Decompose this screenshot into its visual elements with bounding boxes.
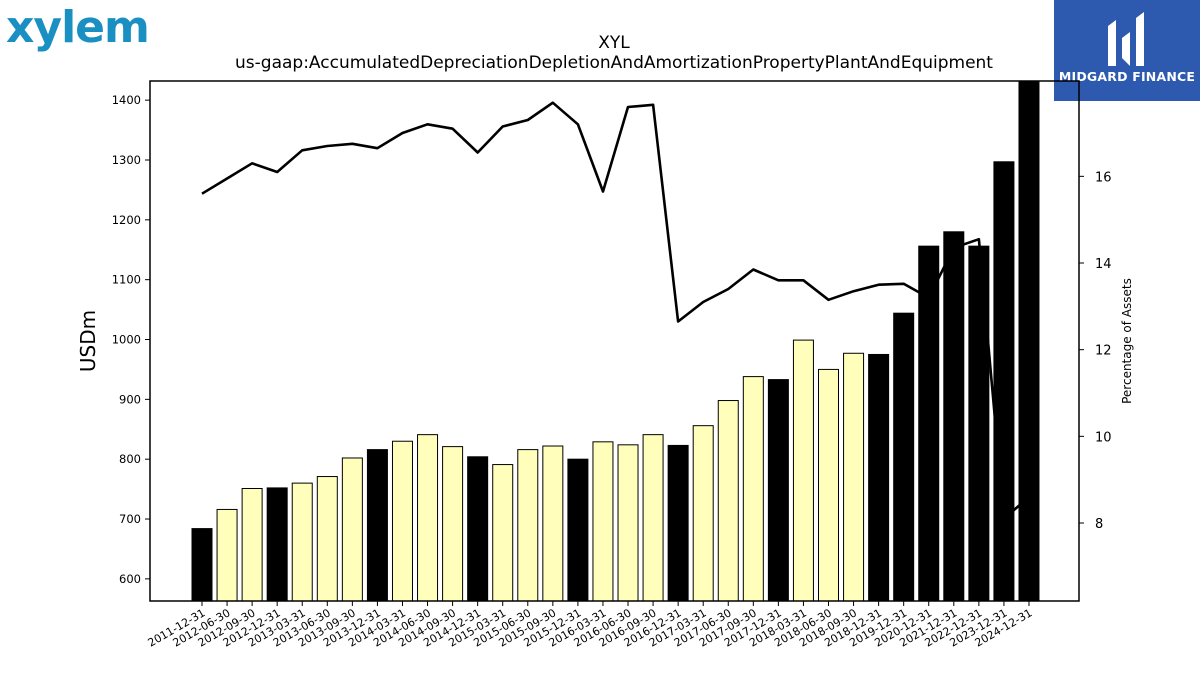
bar-2020-12-31 [918,245,940,602]
bar-2014-09-30 [442,446,464,602]
bar-2016-12-31 [667,444,689,602]
y2-tick-label: 14 [1095,257,1112,272]
bar-2018-06-30 [818,368,839,602]
bar-2012-06-30 [216,508,238,602]
bar-2018-03-31 [792,339,814,602]
bar-2019-12-31 [893,312,915,602]
y2-tick-label: 8 [1095,517,1103,532]
y-tick-label: 700 [119,512,141,526]
midgard-mark-icon [1108,12,1144,66]
bar-2014-06-30 [417,434,439,602]
xylem-logo: xylem [6,2,150,53]
bar-2022-12-31 [968,245,990,602]
bar-2015-12-31 [567,458,589,602]
bar-2017-09-30 [742,376,764,602]
bar-2024-12-31 [1018,80,1040,602]
percentage-line [201,101,1030,521]
bar-2013-03-31 [291,482,313,602]
bar-2016-06-30 [617,444,639,602]
bar-2012-09-30 [241,488,263,602]
bar-2018-12-31 [868,353,890,602]
y-tick-label: 800 [119,452,141,466]
y-tick-label: 1400 [112,93,141,107]
bar-2013-09-30 [341,457,363,602]
y-tick-label: 1300 [112,153,141,167]
bar-2015-09-30 [542,445,564,602]
bar-2014-12-31 [467,456,489,602]
bar-2011-12-31 [191,528,213,602]
chart-subtitle: us-gaap:AccumulatedDepreciationDepletion… [235,53,993,73]
plot-frame [149,80,1080,602]
bar-2014-03-31 [391,440,413,602]
y2-axis-label: Percentage of Assets [1120,278,1134,404]
bar-2018-09-30 [843,352,865,602]
bar-2017-06-30 [717,400,739,602]
midgard-finance-wordmark: MIDGARD FINANCE [1058,69,1196,84]
y-tick-label: 600 [119,572,141,586]
y2-tick-label: 12 [1095,344,1112,359]
bar-2017-12-31 [767,379,789,602]
y-tick-label: 1000 [112,333,141,347]
y-axis-label: USDm [76,310,100,372]
bar-2023-12-31 [993,161,1015,602]
y-tick-label: 900 [119,392,141,406]
y2-tick-label: 10 [1095,430,1112,445]
bar-2015-06-30 [517,449,539,602]
y-tick-label: 1200 [112,213,141,227]
bar-2017-03-31 [692,425,714,602]
chart-title: XYL [598,33,630,53]
bar-2015-03-31 [492,464,514,602]
bar-2013-06-30 [316,476,338,602]
bar-2012-12-31 [266,487,288,602]
bar-2016-03-31 [592,441,614,602]
bar-2016-09-30 [642,434,664,602]
y2-tick-label: 16 [1095,170,1112,185]
bar-2021-12-31 [943,231,965,602]
bar-2013-12-31 [366,449,388,602]
y-tick-label: 1100 [112,273,141,287]
